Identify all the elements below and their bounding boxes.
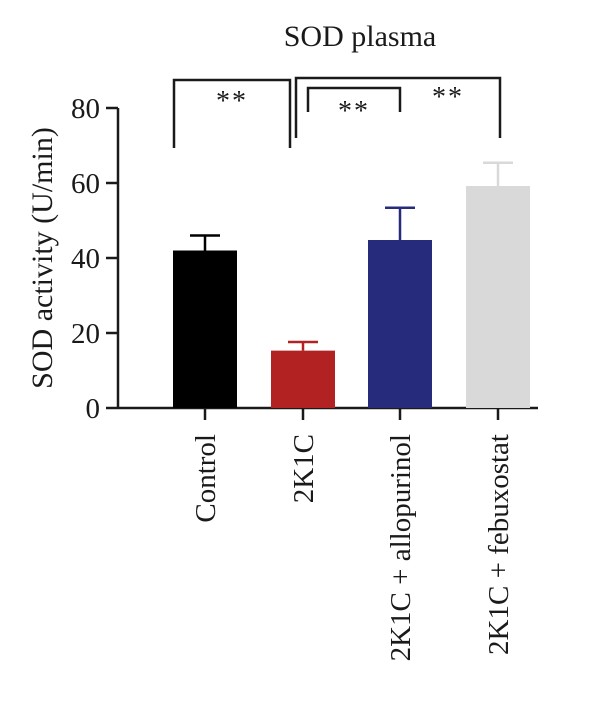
category-labels: Control 2K1C 2K1C + allopurinol 2K1C + febu… — [190, 434, 515, 661]
bar — [173, 250, 237, 408]
error-bars — [190, 161, 513, 351]
y-tick-label: 20 — [71, 318, 100, 350]
category-label: 2K1C + allopurinol — [385, 434, 417, 661]
y-tick-label: 60 — [71, 168, 100, 200]
y-tick-label: 80 — [71, 93, 100, 125]
bar — [368, 240, 432, 408]
y-axis-label: SOD activity (U/min) — [26, 127, 59, 389]
significance-bracket — [172, 78, 292, 148]
significance-label: ** — [338, 96, 370, 127]
y-ticks: 0 20 40 60 80 — [71, 93, 118, 425]
y-tick-label: 40 — [71, 243, 100, 275]
significance-label: ** — [216, 86, 248, 117]
y-tick-label: 0 — [86, 393, 101, 425]
category-label: Control — [190, 434, 222, 523]
bars — [173, 186, 530, 408]
category-label: 2K1C — [288, 434, 320, 503]
significance-bracket — [306, 86, 402, 112]
significance-bracket — [294, 76, 502, 138]
category-label: 2K1C + febuxostat — [483, 434, 515, 655]
bar — [271, 350, 335, 408]
significance-label: ** — [432, 82, 464, 113]
chart-title: SOD plasma — [284, 20, 437, 53]
significance-brackets: ** ** ** — [172, 76, 502, 148]
bar — [466, 186, 530, 408]
